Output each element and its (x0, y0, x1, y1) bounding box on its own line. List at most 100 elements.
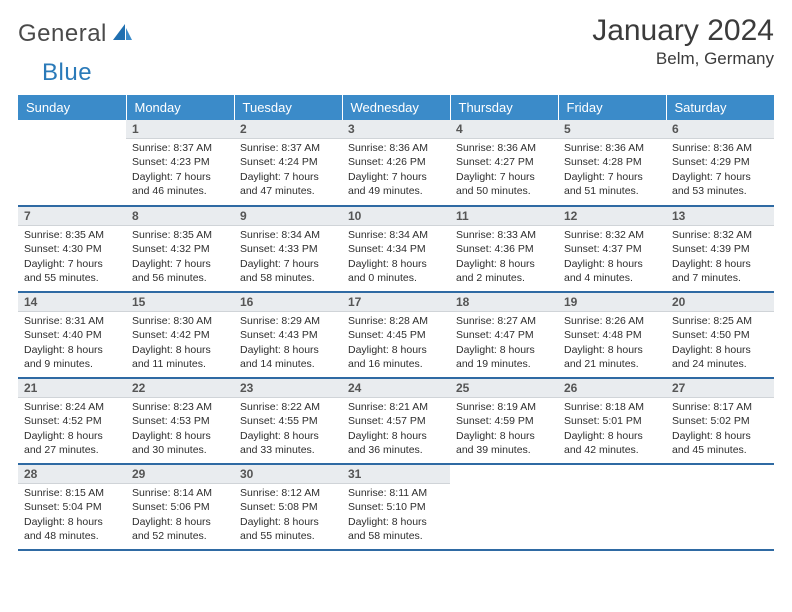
daylight-line: Daylight: 8 hours and 21 minutes. (564, 343, 660, 371)
sunset-line: Sunset: 4:40 PM (24, 328, 120, 342)
day-number: 4 (450, 120, 558, 139)
month-title: January 2024 (592, 14, 774, 47)
calendar-cell: 27Sunrise: 8:17 AMSunset: 5:02 PMDayligh… (666, 378, 774, 464)
day-number: 16 (234, 293, 342, 312)
daylight-line: Daylight: 7 hours and 47 minutes. (240, 170, 336, 198)
day-number: 23 (234, 379, 342, 398)
calendar-cell: 24Sunrise: 8:21 AMSunset: 4:57 PMDayligh… (342, 378, 450, 464)
calendar-cell: 26Sunrise: 8:18 AMSunset: 5:01 PMDayligh… (558, 378, 666, 464)
daylight-line: Daylight: 7 hours and 50 minutes. (456, 170, 552, 198)
daylight-line: Daylight: 7 hours and 55 minutes. (24, 257, 120, 285)
sunrise-line: Sunrise: 8:22 AM (240, 400, 336, 414)
day-number: 25 (450, 379, 558, 398)
day-number: 15 (126, 293, 234, 312)
daylight-line: Daylight: 8 hours and 33 minutes. (240, 429, 336, 457)
daylight-line: Daylight: 8 hours and 52 minutes. (132, 515, 228, 543)
sunset-line: Sunset: 4:23 PM (132, 155, 228, 169)
sunrise-line: Sunrise: 8:11 AM (348, 486, 444, 500)
brand-name-a: General (18, 20, 107, 48)
sunset-line: Sunset: 4:26 PM (348, 155, 444, 169)
day-number: 27 (666, 379, 774, 398)
calendar-cell: 4Sunrise: 8:36 AMSunset: 4:27 PMDaylight… (450, 120, 558, 206)
sunrise-line: Sunrise: 8:29 AM (240, 314, 336, 328)
daylight-line: Daylight: 8 hours and 24 minutes. (672, 343, 768, 371)
calendar-cell: 18Sunrise: 8:27 AMSunset: 4:47 PMDayligh… (450, 292, 558, 378)
calendar-cell: 13Sunrise: 8:32 AMSunset: 4:39 PMDayligh… (666, 206, 774, 292)
daylight-line: Daylight: 7 hours and 49 minutes. (348, 170, 444, 198)
day-info: Sunrise: 8:12 AMSunset: 5:08 PMDaylight:… (234, 484, 342, 568)
calendar-body: 1Sunrise: 8:37 AMSunset: 4:23 PMDaylight… (18, 120, 774, 550)
sunrise-line: Sunrise: 8:36 AM (456, 141, 552, 155)
sunset-line: Sunset: 4:24 PM (240, 155, 336, 169)
day-info: Sunrise: 8:15 AMSunset: 5:04 PMDaylight:… (18, 484, 126, 568)
daylight-line: Daylight: 8 hours and 19 minutes. (456, 343, 552, 371)
daylight-line: Daylight: 7 hours and 46 minutes. (132, 170, 228, 198)
daylight-line: Daylight: 8 hours and 9 minutes. (24, 343, 120, 371)
day-number: 17 (342, 293, 450, 312)
sunset-line: Sunset: 4:30 PM (24, 242, 120, 256)
day-number: 29 (126, 465, 234, 484)
sunset-line: Sunset: 4:57 PM (348, 414, 444, 428)
sunset-line: Sunset: 4:34 PM (348, 242, 444, 256)
day-number: 19 (558, 293, 666, 312)
sunset-line: Sunset: 4:37 PM (564, 242, 660, 256)
day-number: 31 (342, 465, 450, 484)
calendar-cell: 17Sunrise: 8:28 AMSunset: 4:45 PMDayligh… (342, 292, 450, 378)
sunrise-line: Sunrise: 8:33 AM (456, 228, 552, 242)
daylight-line: Daylight: 8 hours and 58 minutes. (348, 515, 444, 543)
daylight-line: Daylight: 8 hours and 48 minutes. (24, 515, 120, 543)
calendar-cell: 12Sunrise: 8:32 AMSunset: 4:37 PMDayligh… (558, 206, 666, 292)
sunrise-line: Sunrise: 8:37 AM (240, 141, 336, 155)
day-number: 3 (342, 120, 450, 139)
daylight-line: Daylight: 8 hours and 0 minutes. (348, 257, 444, 285)
sunset-line: Sunset: 5:04 PM (24, 500, 120, 514)
calendar-cell: 25Sunrise: 8:19 AMSunset: 4:59 PMDayligh… (450, 378, 558, 464)
sunset-line: Sunset: 5:02 PM (672, 414, 768, 428)
day-number: 11 (450, 207, 558, 226)
sunrise-line: Sunrise: 8:34 AM (240, 228, 336, 242)
sunset-line: Sunset: 4:45 PM (348, 328, 444, 342)
title-block: January 2024 Belm, Germany (592, 14, 774, 69)
day-info: Sunrise: 8:14 AMSunset: 5:06 PMDaylight:… (126, 484, 234, 568)
sunset-line: Sunset: 5:08 PM (240, 500, 336, 514)
day-number: 6 (666, 120, 774, 139)
sunset-line: Sunset: 4:33 PM (240, 242, 336, 256)
day-number: 8 (126, 207, 234, 226)
sunset-line: Sunset: 4:48 PM (564, 328, 660, 342)
sunset-line: Sunset: 4:32 PM (132, 242, 228, 256)
sunrise-line: Sunrise: 8:31 AM (24, 314, 120, 328)
calendar-row: 14Sunrise: 8:31 AMSunset: 4:40 PMDayligh… (18, 292, 774, 378)
calendar-cell: 22Sunrise: 8:23 AMSunset: 4:53 PMDayligh… (126, 378, 234, 464)
sunset-line: Sunset: 4:28 PM (564, 155, 660, 169)
day-number: 5 (558, 120, 666, 139)
day-number: 2 (234, 120, 342, 139)
daylight-line: Daylight: 8 hours and 14 minutes. (240, 343, 336, 371)
calendar-row: 7Sunrise: 8:35 AMSunset: 4:30 PMDaylight… (18, 206, 774, 292)
calendar-cell (558, 464, 666, 550)
calendar-cell: 23Sunrise: 8:22 AMSunset: 4:55 PMDayligh… (234, 378, 342, 464)
sunrise-line: Sunrise: 8:12 AM (240, 486, 336, 500)
calendar-cell: 16Sunrise: 8:29 AMSunset: 4:43 PMDayligh… (234, 292, 342, 378)
daylight-line: Daylight: 8 hours and 55 minutes. (240, 515, 336, 543)
daylight-line: Daylight: 8 hours and 7 minutes. (672, 257, 768, 285)
sunrise-line: Sunrise: 8:17 AM (672, 400, 768, 414)
sunset-line: Sunset: 4:29 PM (672, 155, 768, 169)
day-info (666, 467, 774, 551)
calendar-cell: 14Sunrise: 8:31 AMSunset: 4:40 PMDayligh… (18, 292, 126, 378)
daylight-line: Daylight: 8 hours and 4 minutes. (564, 257, 660, 285)
daylight-line: Daylight: 7 hours and 56 minutes. (132, 257, 228, 285)
calendar-cell: 10Sunrise: 8:34 AMSunset: 4:34 PMDayligh… (342, 206, 450, 292)
day-info (558, 467, 666, 551)
day-header-fri: Friday (558, 95, 666, 120)
calendar-cell: 28Sunrise: 8:15 AMSunset: 5:04 PMDayligh… (18, 464, 126, 550)
sunrise-line: Sunrise: 8:36 AM (564, 141, 660, 155)
sunrise-line: Sunrise: 8:21 AM (348, 400, 444, 414)
day-info: Sunrise: 8:11 AMSunset: 5:10 PMDaylight:… (342, 484, 450, 568)
day-header-mon: Monday (126, 95, 234, 120)
day-header-wed: Wednesday (342, 95, 450, 120)
sunrise-line: Sunrise: 8:36 AM (672, 141, 768, 155)
calendar-row: 21Sunrise: 8:24 AMSunset: 4:52 PMDayligh… (18, 378, 774, 464)
sunset-line: Sunset: 4:59 PM (456, 414, 552, 428)
daylight-line: Daylight: 8 hours and 36 minutes. (348, 429, 444, 457)
sunrise-line: Sunrise: 8:37 AM (132, 141, 228, 155)
